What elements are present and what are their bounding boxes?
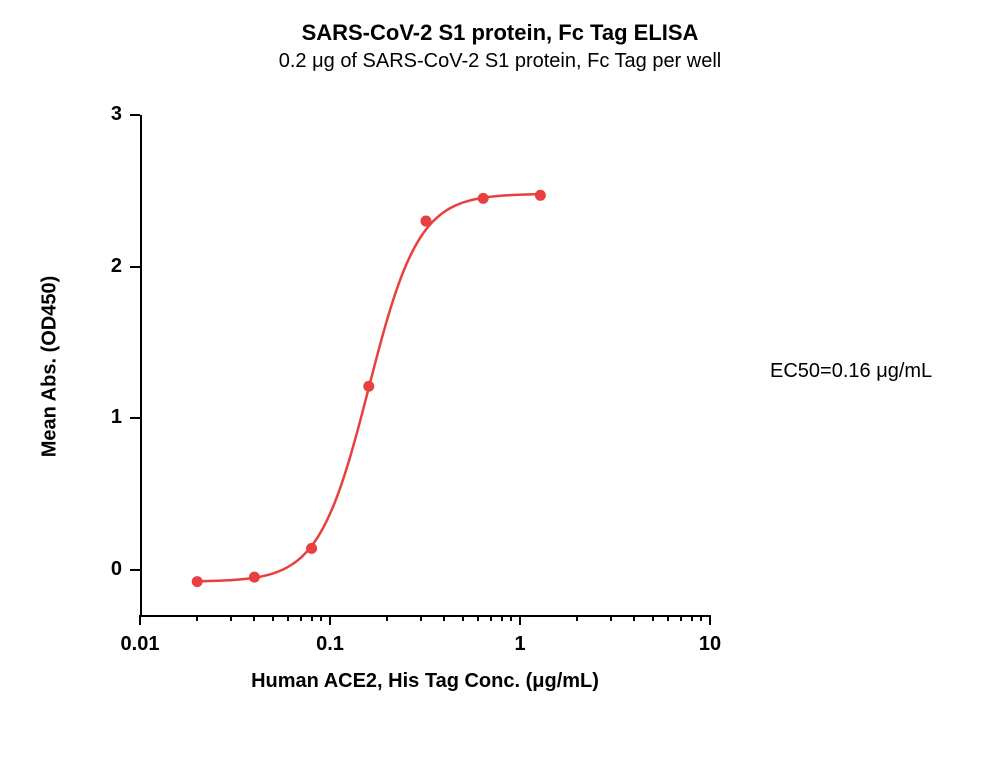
x-minor-tick — [420, 615, 422, 621]
x-tick-label: 0.1 — [290, 633, 370, 656]
chart-container: SARS-CoV-2 S1 protein, Fc Tag ELISA 0.2 … — [0, 0, 1000, 781]
data-point — [249, 572, 260, 583]
y-major-tick — [130, 417, 140, 419]
x-minor-tick — [510, 615, 512, 621]
x-minor-tick — [490, 615, 492, 621]
x-minor-tick — [652, 615, 654, 621]
x-major-tick — [139, 615, 141, 625]
x-major-tick — [329, 615, 331, 625]
data-point — [420, 216, 431, 227]
x-major-tick — [709, 615, 711, 625]
x-minor-tick — [386, 615, 388, 621]
x-minor-tick — [462, 615, 464, 621]
ec50-annotation: EC50=0.16 μg/mL — [770, 360, 932, 383]
data-point — [192, 576, 203, 587]
x-minor-tick — [196, 615, 198, 621]
x-minor-tick — [253, 615, 255, 621]
y-tick-label: 1 — [111, 406, 122, 429]
x-minor-tick — [443, 615, 445, 621]
x-minor-tick — [610, 615, 612, 621]
data-point — [306, 543, 317, 554]
x-minor-tick — [680, 615, 682, 621]
y-axis-line — [140, 115, 142, 615]
x-minor-tick — [576, 615, 578, 621]
title-block: SARS-CoV-2 S1 protein, Fc Tag ELISA 0.2 … — [0, 20, 1000, 73]
plot-area — [140, 115, 710, 615]
x-minor-tick — [633, 615, 635, 621]
y-major-tick — [130, 114, 140, 116]
chart-subtitle: 0.2 μg of SARS-CoV-2 S1 protein, Fc Tag … — [0, 50, 1000, 73]
x-minor-tick — [300, 615, 302, 621]
x-minor-tick — [287, 615, 289, 621]
x-minor-tick — [691, 615, 693, 621]
data-point — [363, 381, 374, 392]
x-minor-tick — [320, 615, 322, 621]
x-axis-label: Human ACE2, His Tag Conc. (μg/mL) — [140, 670, 710, 693]
x-minor-tick — [272, 615, 274, 621]
x-minor-tick — [501, 615, 503, 621]
x-minor-tick — [700, 615, 702, 621]
data-point — [478, 193, 489, 204]
x-tick-label: 1 — [480, 633, 560, 656]
y-major-tick — [130, 569, 140, 571]
y-major-tick — [130, 266, 140, 268]
chart-title: SARS-CoV-2 S1 protein, Fc Tag ELISA — [0, 20, 1000, 46]
x-minor-tick — [477, 615, 479, 621]
x-tick-label: 0.01 — [100, 633, 180, 656]
x-minor-tick — [667, 615, 669, 621]
data-curve — [140, 115, 710, 615]
x-major-tick — [519, 615, 521, 625]
x-minor-tick — [230, 615, 232, 621]
x-axis-line — [140, 615, 710, 617]
y-axis-label: Mean Abs. (OD450) — [39, 117, 62, 617]
y-tick-label: 0 — [111, 558, 122, 581]
x-tick-label: 10 — [670, 633, 750, 656]
y-tick-label: 2 — [111, 255, 122, 278]
y-tick-label: 3 — [111, 103, 122, 126]
data-point — [535, 190, 546, 201]
x-minor-tick — [311, 615, 313, 621]
